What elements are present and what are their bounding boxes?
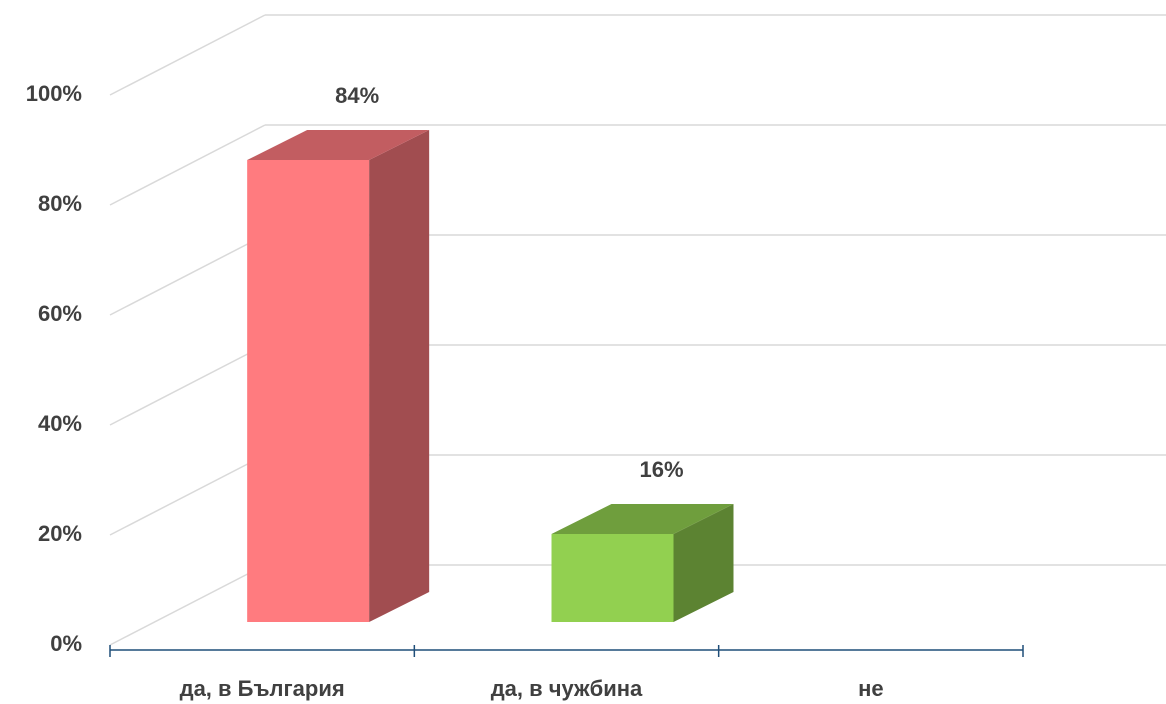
x-tick-label: да, в България bbox=[180, 676, 345, 701]
value-label: 84% bbox=[335, 83, 379, 108]
grid-line bbox=[109, 564, 266, 646]
bar-top bbox=[551, 504, 734, 534]
y-tick-label: 60% bbox=[38, 301, 82, 326]
bar-side bbox=[673, 504, 734, 622]
grid-line bbox=[109, 344, 266, 426]
grid-line bbox=[109, 234, 266, 316]
y-tick-label: 20% bbox=[38, 521, 82, 546]
bar-top bbox=[247, 130, 430, 160]
bar bbox=[247, 160, 370, 622]
grid-line bbox=[109, 14, 266, 96]
grid-line bbox=[109, 454, 266, 536]
grid-line bbox=[109, 124, 266, 206]
x-tick-label: да, в чужбина bbox=[491, 676, 643, 701]
y-tick-label: 100% bbox=[26, 81, 82, 106]
y-tick-label: 40% bbox=[38, 411, 82, 436]
bar-side bbox=[369, 130, 430, 622]
value-label: 16% bbox=[639, 457, 683, 482]
y-tick-label: 0% bbox=[50, 631, 82, 656]
x-tick-label: не bbox=[858, 676, 884, 701]
y-tick-label: 80% bbox=[38, 191, 82, 216]
bar bbox=[551, 534, 674, 622]
